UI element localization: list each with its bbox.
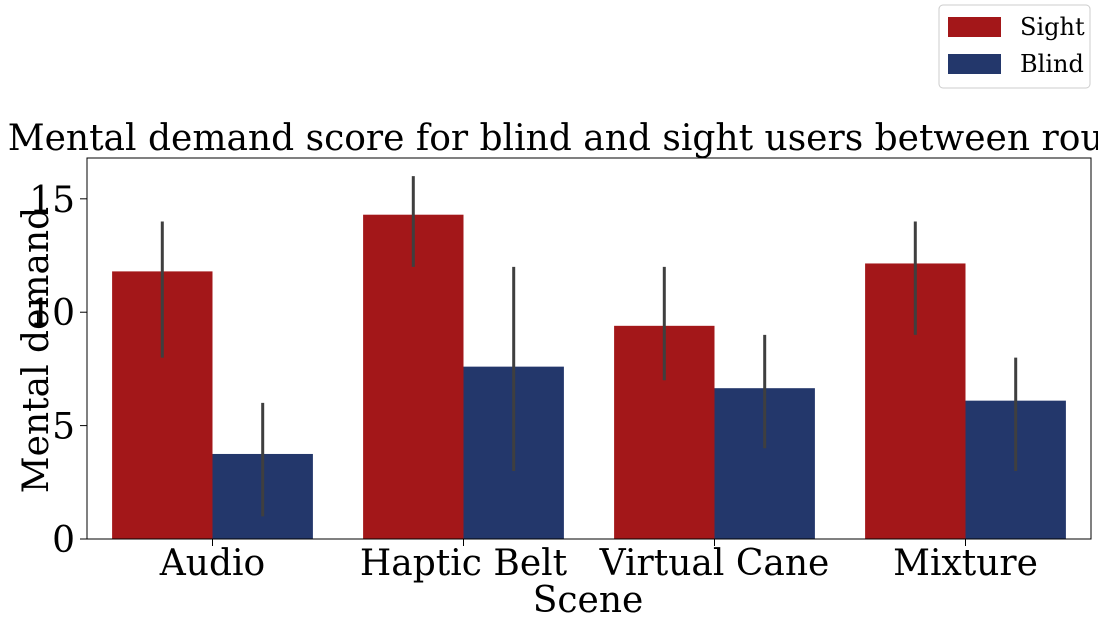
legend-swatch-blind [948,54,1001,74]
y-tick-label: 15 [29,180,75,221]
x-tick-label: Mixture [893,543,1038,584]
x-tick-label: Virtual Cane [599,543,830,584]
error-bars-layer [160,176,1018,517]
chart-title: Mental demand score for blind and sight … [8,118,1098,159]
legend-swatch-sight [948,17,1001,37]
x-axis-label: Scene [533,580,644,621]
y-tick-label: 10 [29,293,75,334]
legend-label-sight: Sight [1020,13,1085,41]
y-tick-label: 5 [52,407,75,448]
y-axis-label: Mental demand [16,207,57,493]
legend: Sight Blind [938,4,1091,89]
legend-label-blind: Blind [1020,50,1084,78]
x-tick-label: Haptic Belt [360,543,568,584]
y-axis: 0 5 10 15 [29,180,87,561]
x-axis: Audio Haptic Belt Virtual Cane Mixture [159,539,1038,584]
bar-sight-haptic-belt [363,214,464,539]
plot-frame [86,157,1092,540]
bars-layer [112,214,1066,539]
y-tick-label: 0 [52,520,75,561]
x-tick-label: Audio [159,543,265,584]
